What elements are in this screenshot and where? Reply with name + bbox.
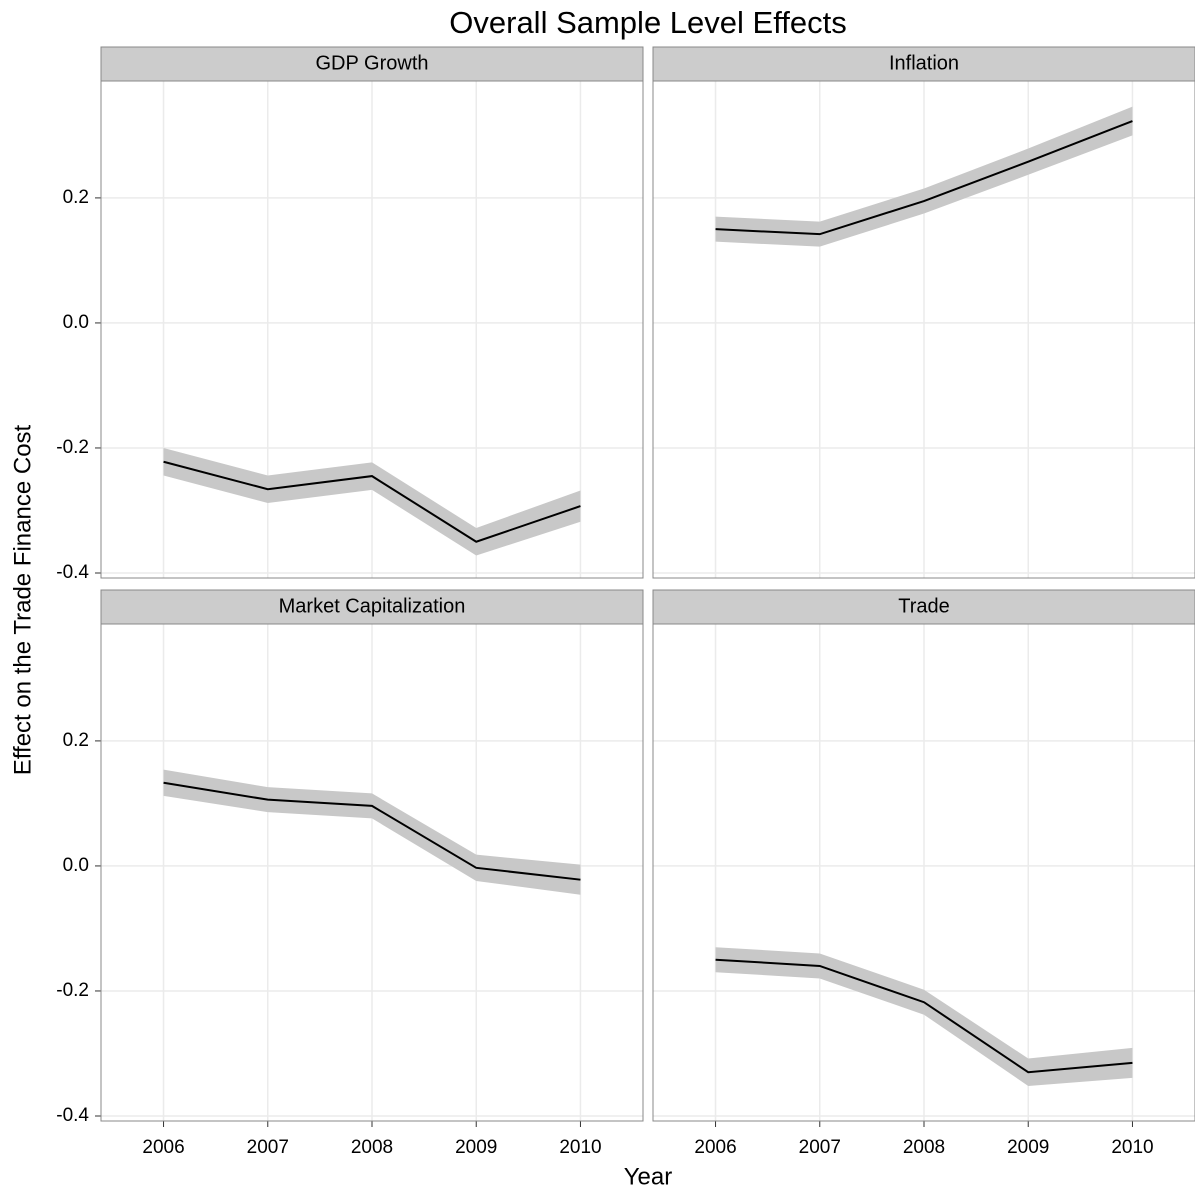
panel-border [652, 623, 1195, 1122]
y-tick-label: 0.2 [63, 730, 89, 751]
x-tick-label: 2006 [694, 1137, 736, 1158]
y-tick-label: 0.2 [63, 187, 89, 208]
y-tick-label: -0.4 [56, 562, 89, 583]
x-tick-label: 2007 [247, 1137, 289, 1158]
strip [652, 589, 1195, 625]
confidence-band [715, 106, 1133, 247]
strip [100, 589, 644, 625]
line [715, 120, 1133, 236]
confidence-band [715, 947, 1133, 1086]
confidence-band [163, 769, 581, 895]
chart-title: Overall Sample Level Effects [449, 5, 846, 40]
x-tick-label: 2008 [351, 1137, 393, 1158]
y-tick-label: -0.2 [56, 980, 89, 1001]
line [163, 460, 581, 543]
panel-border [100, 623, 644, 1122]
strip [100, 46, 644, 82]
strip [652, 46, 1195, 82]
x-tick-label: 2006 [142, 1137, 184, 1158]
y-tick-label: 0.0 [63, 855, 89, 876]
panel-title: GDP Growth [316, 52, 429, 74]
line [715, 958, 1133, 1074]
y-axis-title: Effect on the Trade Finance Cost [9, 424, 36, 775]
x-tick-label: 2008 [903, 1137, 945, 1158]
x-tick-label: 2010 [1111, 1137, 1153, 1158]
panel-title: Market Capitalization [279, 595, 466, 617]
x-tick-label: 2009 [455, 1137, 497, 1158]
panel-title: Trade [898, 595, 950, 617]
y-tick-label: -0.2 [56, 437, 89, 458]
y-tick-label: 0.0 [63, 312, 89, 333]
panel-border [652, 80, 1195, 579]
x-tick-label: 2007 [799, 1137, 841, 1158]
x-axis-title: Year [624, 1163, 673, 1190]
y-tick-label: -0.4 [56, 1105, 89, 1126]
panel-border [100, 80, 644, 579]
x-tick-label: 2009 [1007, 1137, 1049, 1158]
panel-title: Inflation [889, 52, 959, 74]
confidence-band [163, 447, 581, 556]
x-tick-label: 2010 [559, 1137, 601, 1158]
line [163, 781, 581, 881]
